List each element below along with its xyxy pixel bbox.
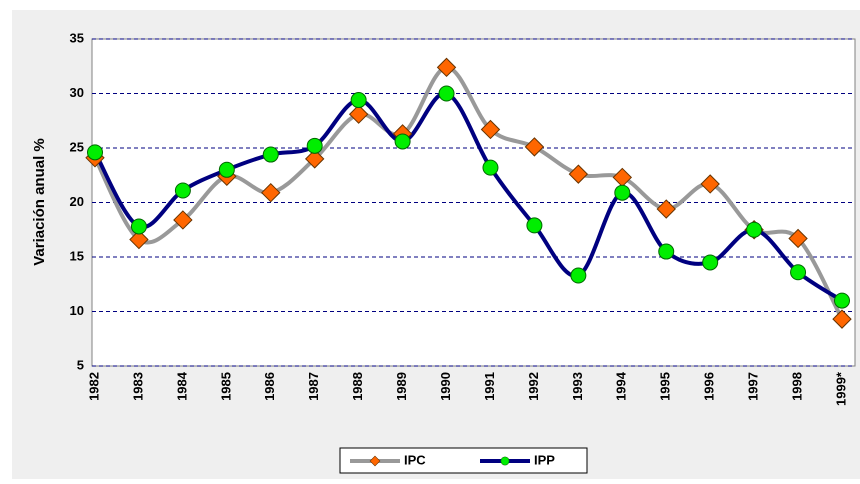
marker [129,229,149,250]
marker [702,254,719,271]
marker [304,149,325,169]
y-tick-label: 25 [70,139,84,154]
marker [746,221,763,238]
x-tick-label: 1994 [614,371,629,401]
y-tick-label: 15 [70,248,84,263]
marker [500,456,510,466]
marker [218,161,235,178]
x-tick-label: 1983 [130,372,145,401]
marker [350,92,367,109]
marker [438,85,455,102]
y-tick-label: 5 [77,357,84,372]
marker [306,137,323,154]
marker [834,292,850,309]
x-tick-label: 1999* [833,371,848,406]
marker [570,267,587,284]
marker [656,199,676,219]
legend-label: IPP [534,452,555,467]
x-tick-label: 1990 [438,372,453,401]
marker [832,309,852,329]
y-tick-label: 30 [70,85,84,100]
x-tick-label: 1984 [174,371,189,401]
marker [482,159,499,176]
marker [480,119,501,140]
line [93,65,844,321]
marker [788,228,808,249]
marker [394,133,411,150]
y-tick-label: 20 [70,194,84,209]
x-tick-label: 1986 [262,372,277,401]
y-tick-label: 10 [70,303,84,318]
marker [262,146,279,163]
marker [173,210,193,230]
marker [174,182,191,199]
x-tick-label: 1987 [306,372,321,401]
x-tick-label: 1995 [658,372,673,401]
x-tick-label: 1991 [482,372,497,401]
marker [526,217,543,234]
marker [700,174,720,194]
y-tick-label: 35 [70,30,84,45]
x-tick-label: 1996 [702,372,717,401]
x-tick-label: 1985 [218,372,233,401]
marker [658,243,675,260]
x-tick-label: 1992 [526,372,541,401]
x-tick-label: 1998 [789,372,804,401]
marker [568,164,589,184]
marker [524,137,545,157]
marker [614,184,631,201]
marker [348,104,369,124]
x-tick-label: 1989 [394,372,409,401]
legend-label: IPC [404,452,426,467]
marker [130,218,147,235]
marker [87,144,103,161]
x-tick-label: 1997 [746,372,761,401]
marker [790,264,807,281]
marker [369,455,381,467]
x-tick-label: 1993 [570,372,585,401]
marker [261,182,281,203]
y-axis-label: Variación anual % [31,138,48,266]
x-tick-label: 1988 [350,372,365,401]
x-tick-label: 1982 [86,372,101,401]
marker [436,57,457,78]
